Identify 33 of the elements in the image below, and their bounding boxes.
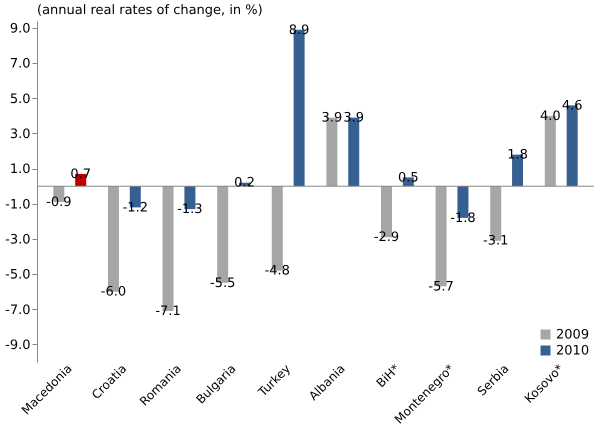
data-label: -6.0 (100, 284, 126, 300)
data-label: 3.9 (322, 110, 342, 126)
y-tick-label: 9.0 (10, 22, 30, 37)
y-tick-label: 1.0 (10, 162, 30, 178)
data-label: 0.7 (70, 166, 92, 182)
y-tick-label: 3.0 (10, 126, 30, 142)
data-label: 0.5 (398, 170, 419, 186)
y-tick-label: 5.0 (10, 92, 30, 107)
y-tick-label: -1.0 (5, 197, 30, 212)
chart-title: (annual real rates of change, in %) (37, 3, 263, 18)
y-tick-label: -7.0 (5, 302, 30, 318)
data-label: -1.8 (450, 210, 476, 226)
data-label: 0.2 (234, 176, 255, 191)
data-label: -0.9 (46, 195, 72, 210)
data-label: -4.8 (264, 264, 290, 279)
data-label: 1.8 (507, 148, 528, 163)
data-label: -5.7 (428, 279, 454, 294)
data-label: -7.1 (155, 304, 181, 320)
data-label: 3.9 (343, 110, 364, 126)
legend-label: 2009 (556, 328, 590, 342)
y-tick-label: 7.0 (10, 56, 30, 72)
y-tick-label: -9.0 (5, 338, 30, 353)
data-label: -2.9 (374, 230, 400, 246)
data-label: -5.5 (210, 276, 236, 291)
y-tick-label: -5.0 (5, 268, 30, 283)
data-label: 8.9 (288, 22, 310, 38)
data-label: 4.0 (540, 108, 561, 124)
data-label: -1.3 (177, 202, 203, 218)
legend-label: 2010 (556, 344, 590, 358)
data-label: 4.6 (562, 98, 582, 114)
y-tick-label: -3.0 (5, 232, 30, 248)
data-label: -1.2 (122, 200, 148, 216)
data-label: -3.1 (483, 234, 508, 249)
